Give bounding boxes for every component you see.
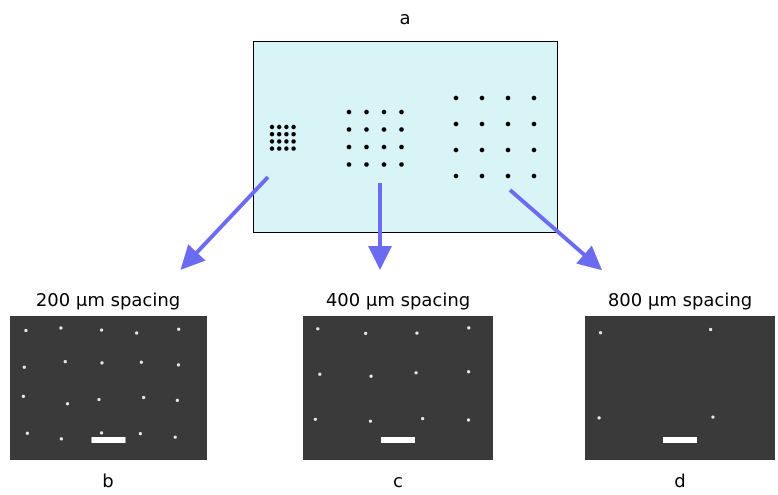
dot xyxy=(347,162,352,167)
spot xyxy=(176,399,179,402)
dot xyxy=(506,148,511,153)
dot xyxy=(347,145,352,150)
dot xyxy=(277,139,281,143)
dot xyxy=(347,127,352,132)
spot xyxy=(421,417,424,420)
dot xyxy=(291,132,295,136)
dot xyxy=(480,148,485,153)
panel-label: d xyxy=(674,471,685,492)
dot xyxy=(270,146,274,150)
spot xyxy=(369,420,372,423)
spot xyxy=(174,436,177,439)
dot xyxy=(277,146,281,150)
dot xyxy=(364,127,369,132)
dot xyxy=(480,174,485,179)
spot xyxy=(598,416,601,419)
dot xyxy=(382,127,387,132)
spot xyxy=(467,326,470,329)
spot xyxy=(709,328,712,331)
spot xyxy=(415,331,418,334)
dot xyxy=(364,145,369,150)
figure: a 200 μm spacing b 400 μm spacing c 800 μm s… xyxy=(0,0,778,495)
spot xyxy=(177,328,180,331)
dot xyxy=(291,146,295,150)
spot xyxy=(139,432,142,435)
dot xyxy=(532,148,537,153)
dot xyxy=(454,174,459,179)
spot xyxy=(467,370,470,373)
spot xyxy=(100,431,103,434)
spot xyxy=(23,366,26,369)
scale-bar xyxy=(663,437,697,443)
spot xyxy=(66,402,69,405)
dot xyxy=(270,132,274,136)
panel-title: 200 μm spacing xyxy=(36,290,180,311)
dot xyxy=(480,96,485,101)
spot xyxy=(97,398,100,401)
spot xyxy=(369,375,372,378)
dot xyxy=(284,132,288,136)
dot xyxy=(454,122,459,127)
dot xyxy=(399,162,404,167)
spot xyxy=(314,418,317,421)
panel-label: a xyxy=(399,8,410,29)
spot xyxy=(364,332,367,335)
panel-label: c xyxy=(393,471,403,492)
spot xyxy=(22,395,25,398)
dot xyxy=(532,122,537,127)
spot xyxy=(316,327,319,330)
dot xyxy=(291,139,295,143)
panels: 200 μm spacing b 400 μm spacing c 800 μm spa… xyxy=(10,290,775,492)
panel-label: b xyxy=(102,471,113,492)
dot xyxy=(364,162,369,167)
dot xyxy=(277,132,281,136)
spot xyxy=(100,361,103,364)
spot xyxy=(24,329,27,332)
dot xyxy=(284,125,288,129)
dot xyxy=(382,145,387,150)
dot xyxy=(270,139,274,143)
spot xyxy=(100,328,103,331)
scale-bar xyxy=(92,437,126,443)
dot xyxy=(284,146,288,150)
spot xyxy=(140,361,143,364)
dot xyxy=(347,110,352,115)
dot xyxy=(399,145,404,150)
dot xyxy=(270,125,274,129)
spot xyxy=(26,432,29,435)
scale-bar xyxy=(381,437,415,443)
spot xyxy=(318,373,321,376)
dot xyxy=(284,139,288,143)
dot xyxy=(382,162,387,167)
dot xyxy=(277,125,281,129)
dot xyxy=(399,110,404,115)
dot xyxy=(291,125,295,129)
panel-title: 400 μm spacing xyxy=(326,290,470,311)
dot xyxy=(382,110,387,115)
dot xyxy=(399,127,404,132)
dot xyxy=(532,96,537,101)
spot xyxy=(64,360,67,363)
page: a 200 μm spacing b 400 μm spacing c 800 μm s… xyxy=(0,0,778,495)
dot xyxy=(532,174,537,179)
spot xyxy=(414,371,417,374)
spot xyxy=(60,437,63,440)
dot xyxy=(454,96,459,101)
spot xyxy=(135,331,138,334)
spot xyxy=(711,415,714,418)
spot xyxy=(142,396,145,399)
dot xyxy=(454,148,459,153)
spot xyxy=(59,326,62,329)
spot xyxy=(467,418,470,421)
dot xyxy=(506,96,511,101)
dot xyxy=(506,122,511,127)
panel-title: 800 μm spacing xyxy=(608,290,752,311)
dot xyxy=(480,122,485,127)
dot xyxy=(506,174,511,179)
dot xyxy=(364,110,369,115)
spot xyxy=(177,363,180,366)
spot xyxy=(599,331,602,334)
substrate xyxy=(254,42,558,233)
